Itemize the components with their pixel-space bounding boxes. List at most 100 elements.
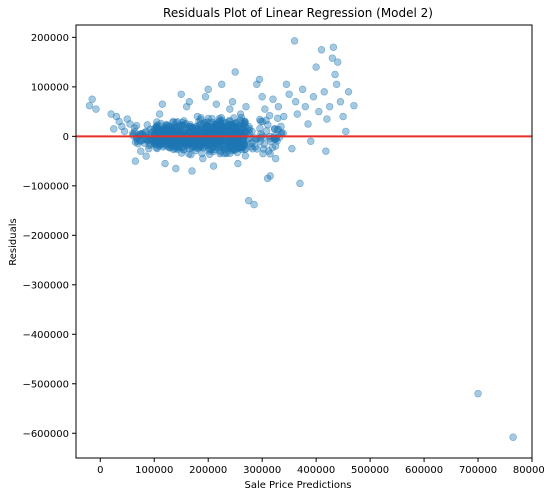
data-point <box>255 75 264 84</box>
data-point <box>126 120 134 128</box>
data-point <box>180 136 188 144</box>
data-point <box>185 140 193 148</box>
data-point <box>317 46 326 54</box>
data-point <box>226 105 234 113</box>
data-point <box>171 128 180 136</box>
data-point <box>215 117 223 126</box>
y-tick-label: −300000 <box>22 280 69 291</box>
data-point <box>177 90 185 98</box>
data-point <box>157 119 165 128</box>
data-point <box>239 120 247 128</box>
data-point <box>331 70 339 79</box>
data-point <box>288 145 296 153</box>
data-point <box>228 97 237 106</box>
data-point <box>166 126 174 135</box>
data-point <box>264 121 272 129</box>
data-point <box>201 93 210 101</box>
data-point <box>259 149 267 158</box>
data-point <box>222 118 230 127</box>
data-point <box>191 146 200 155</box>
data-point <box>206 122 215 131</box>
data-point <box>322 147 330 155</box>
data-point <box>120 127 129 136</box>
data-point <box>269 95 277 103</box>
data-point <box>220 149 229 158</box>
data-point <box>172 164 180 173</box>
data-point <box>344 88 353 96</box>
data-point <box>271 124 279 133</box>
data-point <box>256 124 264 133</box>
data-point <box>131 157 140 165</box>
data-point <box>134 140 142 148</box>
data-point <box>188 125 197 134</box>
y-tick-label: 200000 <box>31 33 69 44</box>
data-point <box>274 102 283 111</box>
data-point <box>212 100 221 108</box>
data-point <box>204 85 212 94</box>
data-point <box>226 149 234 157</box>
data-point <box>325 102 334 111</box>
y-tick-label: −100000 <box>22 181 69 192</box>
data-point <box>199 154 207 163</box>
x-tick-label: 300000 <box>243 465 281 476</box>
x-tick-label: 700000 <box>459 465 497 476</box>
data-point <box>509 433 517 441</box>
data-point <box>271 154 280 163</box>
data-point <box>110 125 118 133</box>
data-point <box>315 107 323 116</box>
data-point <box>236 110 245 118</box>
data-point <box>217 148 225 156</box>
data-point <box>342 127 350 136</box>
data-point <box>169 127 177 136</box>
data-point <box>211 138 220 147</box>
data-point <box>132 121 141 130</box>
data-point <box>474 389 482 398</box>
data-point <box>196 142 205 150</box>
data-point <box>185 97 194 106</box>
data-point <box>145 145 153 153</box>
data-point <box>301 102 310 111</box>
data-point <box>85 101 94 110</box>
data-point <box>298 85 307 94</box>
data-point <box>164 142 172 150</box>
data-point <box>336 97 345 106</box>
data-point <box>175 141 183 149</box>
data-point <box>155 110 164 118</box>
data-point <box>328 54 337 62</box>
data-point <box>261 105 269 113</box>
y-tick-label: 0 <box>63 132 69 143</box>
x-axis: 0 100000 200000 300000 400000 500000 600000 700… <box>97 458 544 476</box>
data-point <box>193 123 201 131</box>
data-point <box>334 58 342 66</box>
data-point <box>304 120 312 128</box>
data-point <box>350 101 358 110</box>
data-point <box>107 110 115 118</box>
data-point <box>273 114 282 123</box>
data-point <box>137 147 145 155</box>
data-point <box>241 145 250 153</box>
data-point <box>209 162 218 170</box>
data-point <box>323 115 331 123</box>
data-point <box>215 127 224 136</box>
data-point <box>291 97 300 106</box>
data-point <box>142 152 150 160</box>
data-point <box>320 88 328 96</box>
data-point <box>290 37 299 45</box>
data-point <box>277 122 285 131</box>
data-point <box>329 43 338 51</box>
data-point <box>235 140 243 149</box>
y-tick-label: −600000 <box>22 429 69 440</box>
data-point <box>266 172 274 180</box>
data-point <box>332 80 341 89</box>
data-point <box>245 125 253 133</box>
plot-frame <box>75 24 533 459</box>
x-tick-label: 800000 <box>513 465 544 476</box>
data-point <box>282 80 291 89</box>
y-axis-label: Residuals <box>8 218 19 265</box>
data-point <box>262 116 270 125</box>
data-point <box>231 68 239 76</box>
data-point <box>175 143 183 151</box>
y-tick-label: 100000 <box>31 82 69 93</box>
